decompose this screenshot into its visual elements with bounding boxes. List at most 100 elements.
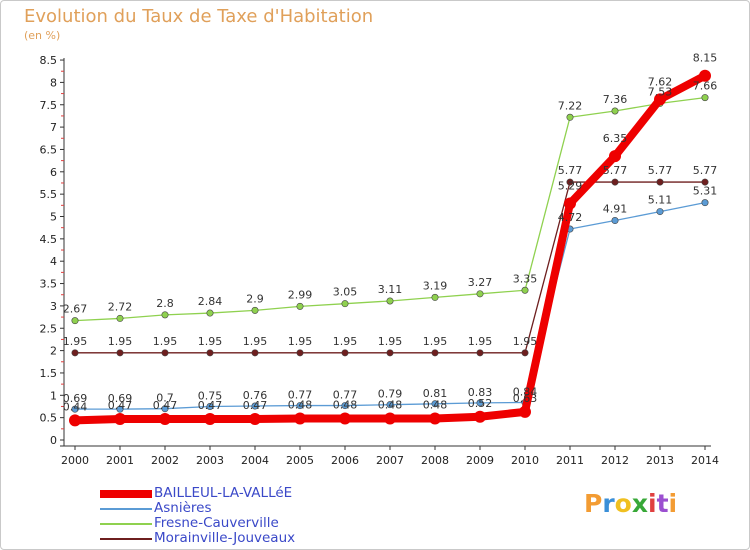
data-point — [71, 317, 79, 325]
data-point — [386, 349, 394, 357]
data-point — [116, 314, 124, 322]
data-label: 1.95 — [288, 335, 313, 348]
x-tick-label: 2000 — [61, 454, 89, 467]
data-point — [431, 400, 439, 408]
data-point — [116, 349, 124, 357]
data-point — [296, 349, 304, 357]
y-tick-label: 8 — [50, 76, 57, 89]
y-tick-label: 3 — [50, 300, 57, 313]
x-tick-label: 2010 — [511, 454, 539, 467]
x-tick-label: 2014 — [691, 454, 719, 467]
data-point — [251, 306, 259, 314]
data-point — [566, 178, 574, 186]
y-tick-label: 2.5 — [40, 322, 58, 335]
data-label: 0.47 — [108, 399, 133, 412]
data-label: 1.95 — [63, 335, 88, 348]
data-label: 5.11 — [648, 194, 673, 207]
x-tick-label: 2001 — [106, 454, 134, 467]
y-tick-label: 1 — [50, 389, 57, 402]
data-point — [341, 300, 349, 308]
legend-swatch-bailleul — [100, 490, 152, 498]
data-point — [521, 349, 529, 357]
logo-letter: i — [668, 489, 678, 518]
data-label: 1.95 — [333, 335, 358, 348]
data-point — [341, 349, 349, 357]
data-point — [161, 405, 169, 413]
legend-swatch-asnieres — [100, 508, 152, 510]
data-label: 0.44 — [63, 400, 88, 413]
data-point — [519, 405, 531, 418]
data-point — [341, 402, 349, 410]
x-tick-label: 2003 — [196, 454, 224, 467]
data-point — [566, 113, 574, 121]
data-label: 5.77 — [603, 164, 628, 177]
legend-swatch-morainville — [100, 538, 152, 540]
data-label: 2.84 — [198, 295, 223, 308]
legend-item-bailleul: BAILLEUL-LA-VALLéE — [100, 486, 360, 501]
data-label: 0.81 — [423, 387, 448, 400]
data-label: 2.9 — [246, 292, 264, 305]
data-label: 2.99 — [288, 288, 313, 301]
data-point — [611, 217, 619, 225]
data-point — [476, 349, 484, 357]
data-label: 1.95 — [243, 335, 268, 348]
data-label: 0.69 — [108, 392, 133, 405]
data-point — [206, 309, 214, 317]
x-tick-label: 2006 — [331, 454, 359, 467]
data-point — [386, 297, 394, 305]
data-point — [699, 69, 711, 82]
data-label: 6.35 — [603, 132, 628, 145]
series-line-0 — [71, 71, 709, 425]
legend-item-asnieres: Asnières — [100, 501, 360, 516]
data-point — [294, 412, 306, 425]
data-label: 5.77 — [648, 164, 673, 177]
logo-letter: x — [631, 489, 648, 518]
legend-label-bailleul: BAILLEUL-LA-VALLéE — [154, 485, 293, 501]
data-label: 1.95 — [423, 335, 448, 348]
x-tick-label: 2012 — [601, 454, 629, 467]
data-label: 0.75 — [198, 389, 223, 402]
data-label: 8.15 — [693, 52, 718, 65]
y-tick-label: 0.5 — [40, 412, 58, 425]
data-label: 7.22 — [558, 99, 583, 112]
x-tick-label: 2008 — [421, 454, 449, 467]
y-tick-label: 5.5 — [40, 188, 58, 201]
x-tick-label: 2013 — [646, 454, 674, 467]
data-point — [116, 405, 124, 413]
legend-label-fresne: Fresne-Cauverville — [154, 515, 279, 531]
data-point — [296, 302, 304, 310]
data-label: 4.72 — [558, 211, 583, 224]
y-tick-label: 6 — [50, 166, 57, 179]
y-tick-label: 1.5 — [40, 367, 58, 380]
logo-letter: i — [648, 489, 657, 518]
data-label: 1.95 — [378, 335, 403, 348]
data-point — [431, 349, 439, 357]
y-tick-label: 8.5 — [40, 54, 58, 67]
data-point — [384, 412, 396, 425]
y-tick-label: 2 — [50, 345, 57, 358]
data-label: 1.95 — [153, 335, 178, 348]
data-point — [701, 94, 709, 102]
y-tick-label: 6.5 — [40, 143, 58, 156]
data-point — [521, 286, 529, 294]
data-point — [386, 401, 394, 409]
y-tick-label: 5 — [50, 211, 57, 224]
logo-letter: r — [602, 489, 615, 518]
data-point — [251, 349, 259, 357]
data-point — [564, 197, 576, 210]
chart-title: Evolution du Taux de Taxe d'Habitation — [24, 6, 374, 27]
data-point — [611, 107, 619, 115]
data-point — [701, 178, 709, 186]
data-point — [161, 311, 169, 319]
data-label: 0.83 — [468, 386, 493, 399]
data-label: 7.66 — [693, 80, 718, 93]
data-label: 0.47 — [153, 399, 178, 412]
y-tick-label: 4.5 — [40, 233, 58, 246]
data-point — [609, 150, 621, 163]
data-label: 2.67 — [63, 303, 88, 316]
legend-swatch-fresne — [100, 523, 152, 525]
data-point — [474, 410, 486, 423]
logo-letter: o — [614, 489, 632, 518]
data-point — [69, 414, 81, 427]
